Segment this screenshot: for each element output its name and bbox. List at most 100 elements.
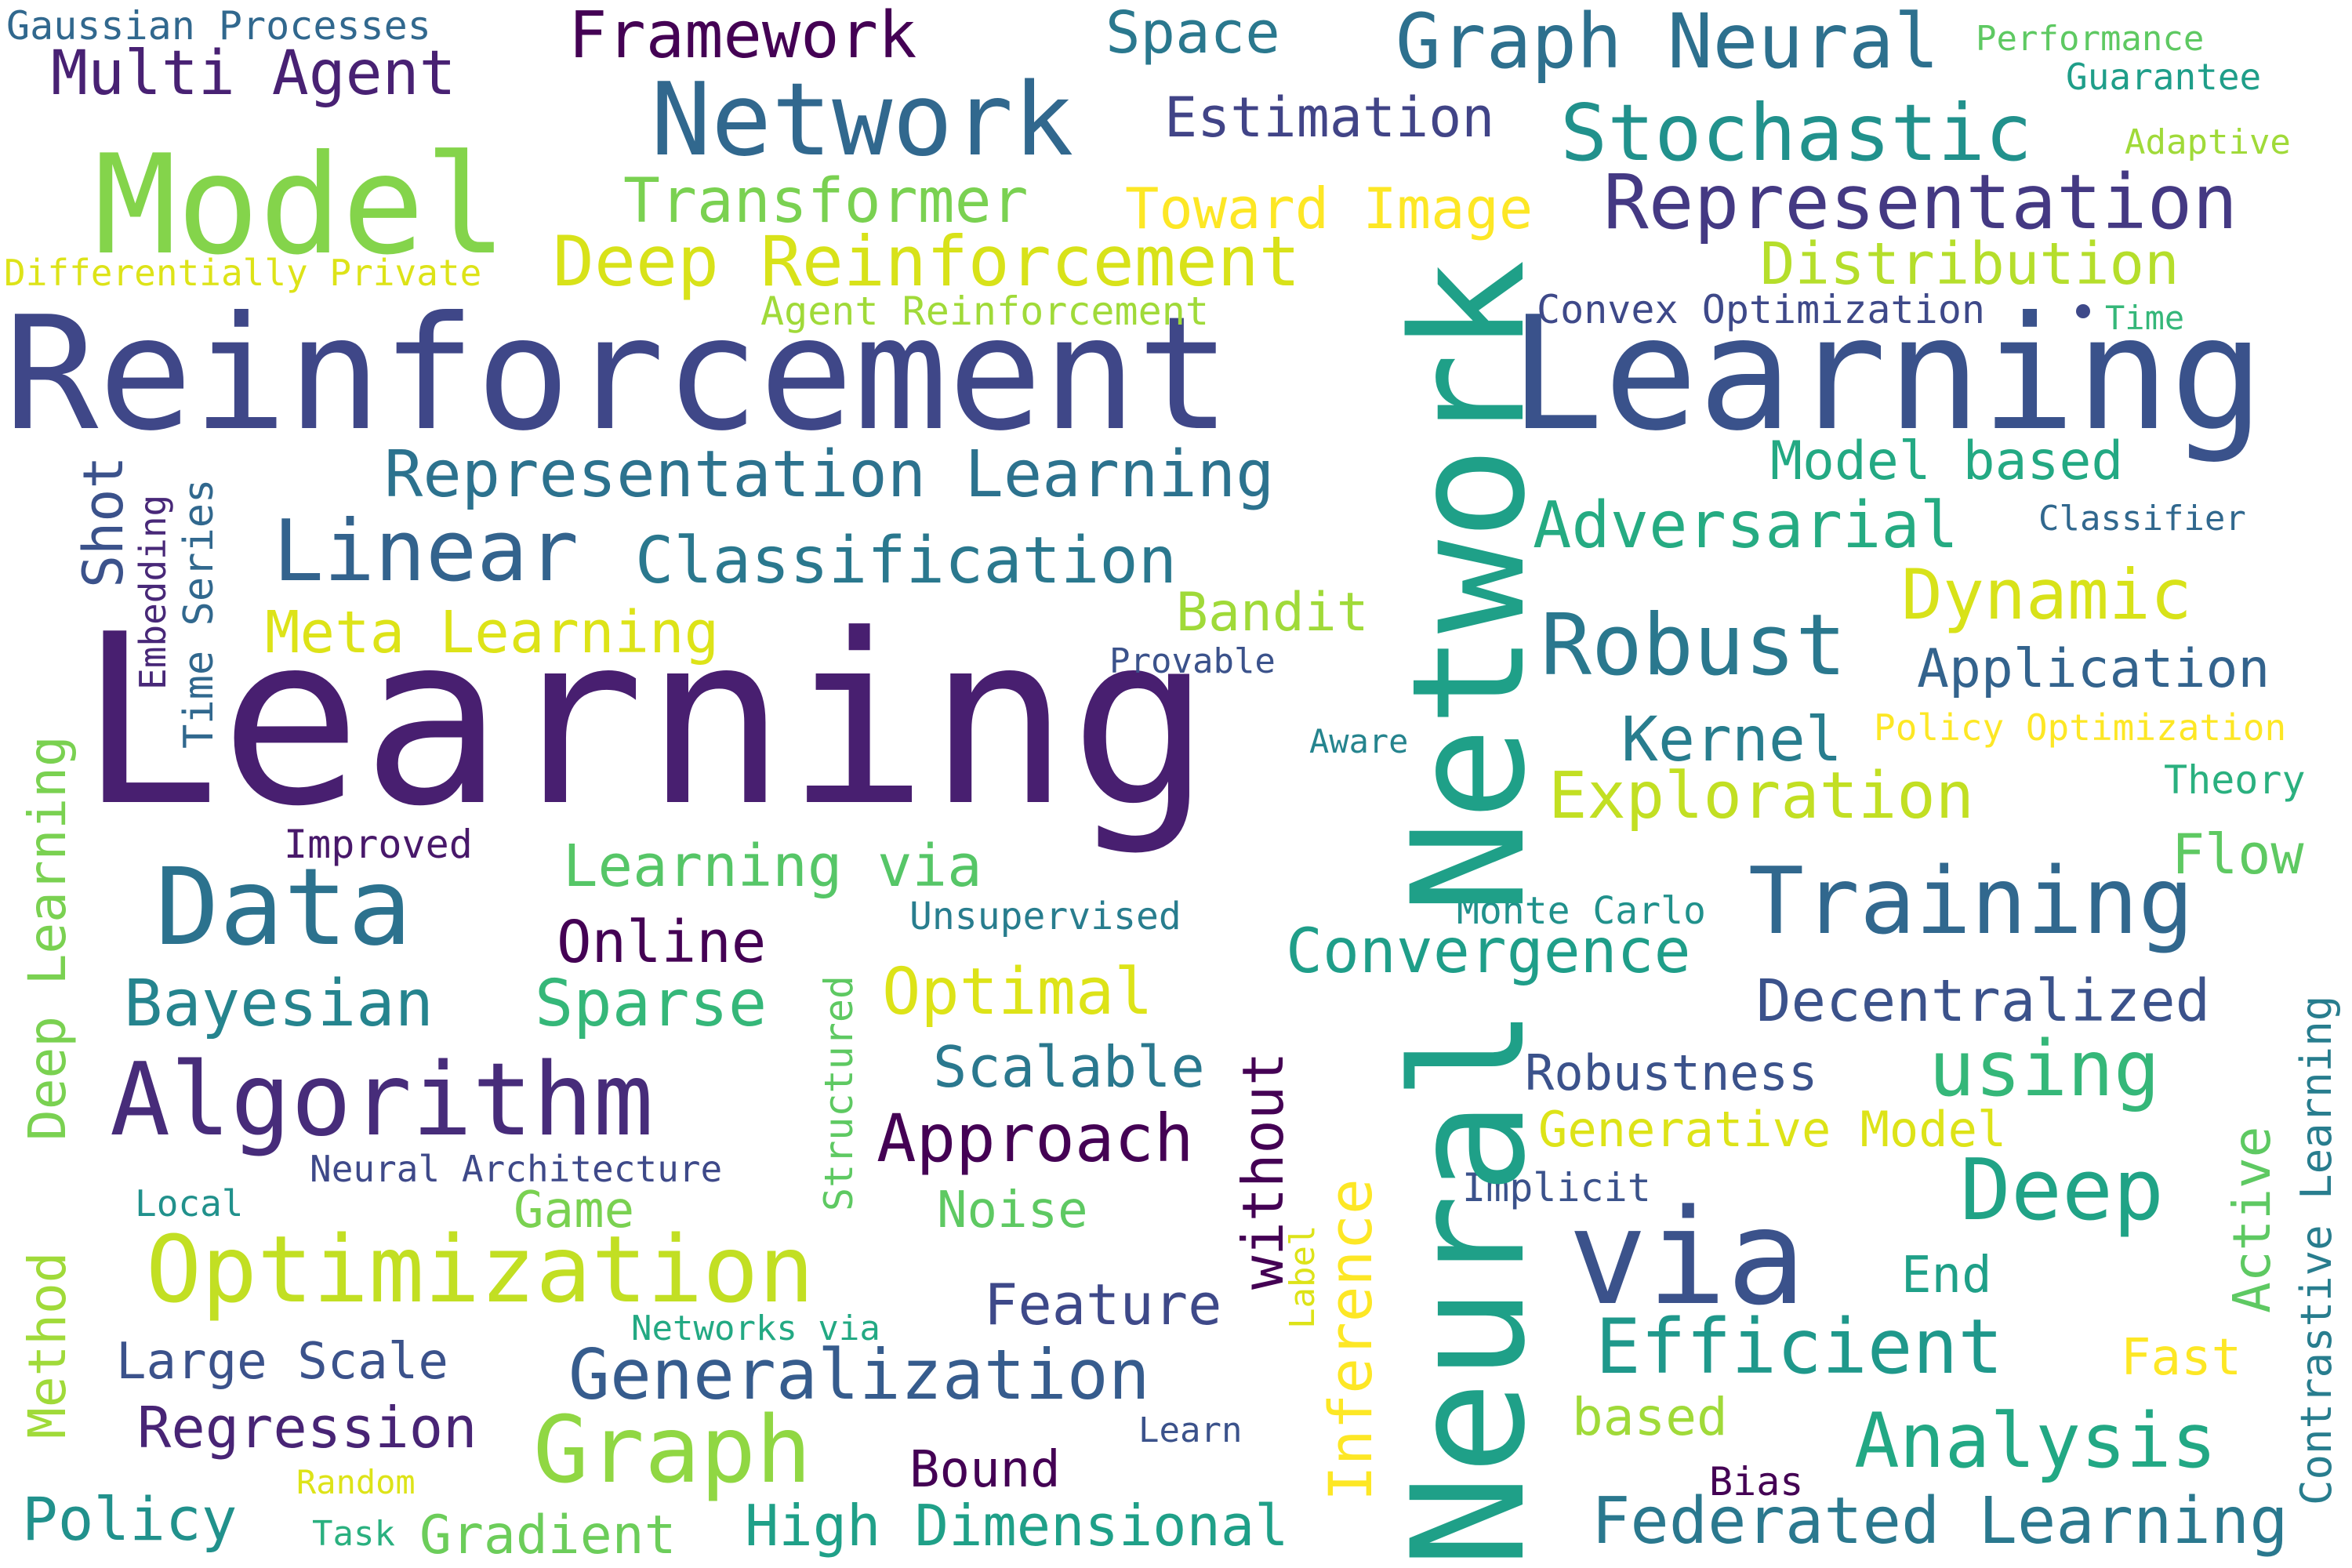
word-monte-carlo: Monte Carlo	[1457, 889, 1706, 933]
word-policy-optimization: Policy Optimization	[1874, 706, 2287, 749]
word-high-dimensional: High Dimensional	[745, 1493, 1289, 1559]
word-scalable: Scalable	[933, 1034, 1205, 1100]
word-transformer: Transformer	[623, 166, 1029, 237]
word-large-scale: Large Scale	[116, 1333, 448, 1391]
word-robustness: Robustness	[1525, 1044, 1818, 1102]
word-data: Data	[155, 846, 412, 970]
word-convergence: Convergence	[1286, 916, 1691, 987]
word-policy: Policy	[22, 1484, 238, 1554]
word-linear: Linear	[273, 503, 579, 601]
word-neural-architecture: Neural Architecture	[310, 1148, 723, 1190]
word-adversarial: Adversarial	[1533, 488, 1959, 563]
word-toward-image: Toward Image	[1125, 176, 1534, 241]
word-method: Method	[17, 1251, 78, 1439]
word-adaptive: Adaptive	[2125, 122, 2291, 162]
word-based: based	[1572, 1387, 1728, 1447]
word-learning-top: Learning	[1509, 283, 2265, 466]
word-deep: Deep	[1960, 1142, 2165, 1240]
word-active: Active	[2222, 1126, 2282, 1313]
word-distribution: Distribution	[1760, 230, 2180, 298]
word-convex-optimization: Convex Optimization	[1537, 287, 1985, 332]
word-optimal: Optimal	[882, 955, 1153, 1029]
word-end: End	[1901, 1247, 1992, 1305]
word-generative-model: Generative Model	[1538, 1101, 2007, 1158]
word-network: Network	[651, 62, 1074, 179]
word-time: Time	[2105, 299, 2185, 337]
word-analysis: Analysis	[1854, 1397, 2217, 1485]
word-classification: Classification	[635, 524, 1178, 598]
word-graph-neural: Graph Neural	[1396, 0, 1940, 85]
word-deep-learning: Deep Learning	[17, 735, 78, 1141]
word-approach: Approach	[877, 1100, 1194, 1177]
word-learning-main: Learning	[78, 584, 1211, 858]
word-bound: Bound	[909, 1441, 1061, 1499]
word-gradient: Gradient	[419, 1504, 677, 1566]
word-exploration: Exploration	[1548, 759, 1975, 833]
word-game: Game	[514, 1181, 635, 1240]
word-federated-learning: Federated Learning	[1592, 1484, 2288, 1559]
word-theory: Theory	[2164, 757, 2306, 803]
word-provable: Provable	[1109, 641, 1276, 681]
word-meta-learning: Meta Learning	[265, 599, 720, 666]
word-application: Application	[1917, 638, 2270, 700]
dot-marker	[2076, 304, 2090, 318]
word-graph: Graph	[533, 1396, 812, 1504]
word-agent-reinforcement: Agent Reinforcement	[760, 289, 1209, 334]
word-estimation: Estimation	[1164, 85, 1495, 150]
word-structured: Structured	[816, 975, 862, 1211]
word-gaussian-processes: Gaussian Processes	[6, 3, 431, 49]
word-framework: Framework	[568, 0, 917, 73]
word-random: Random	[296, 1463, 416, 1501]
word-shot: Shot	[71, 456, 136, 588]
word-representation-learning: Representation Learning	[384, 437, 1275, 512]
word-noise: Noise	[937, 1181, 1088, 1240]
word-using: using	[1929, 1025, 2161, 1114]
word-reinforcement: Reinforcement	[4, 283, 1232, 466]
word-stochastic: Stochastic	[1560, 87, 2033, 179]
word-model-based: Model based	[1770, 430, 2124, 492]
word-performance: Performance	[1976, 19, 2205, 59]
word-training: Training	[1748, 847, 2194, 955]
word-feature: Feature	[984, 1272, 1222, 1338]
word-via: via	[1568, 1181, 1806, 1334]
word-fast: Fast	[2121, 1329, 2242, 1387]
word-unsupervised: Unsupervised	[909, 895, 1181, 938]
word-optimization: Optimization	[146, 1215, 815, 1323]
word-implicit: Implicit	[1462, 1165, 1651, 1210]
word-contrastive-learning: Contrastive Learning	[2292, 995, 2341, 1505]
word-guarantee: Guarantee	[2066, 56, 2262, 98]
word-inference: Inference	[1316, 1178, 1385, 1501]
word-space: Space	[1105, 0, 1280, 67]
word-bayesian: Bayesian	[124, 967, 434, 1041]
word-bandit: Bandit	[1176, 582, 1369, 644]
word-learning-via: Learning via	[563, 833, 982, 900]
word-generalization: Generalization	[568, 1334, 1150, 1415]
word-efficient: Efficient	[1595, 1303, 2004, 1391]
word-sparse: Sparse	[535, 967, 768, 1041]
word-kernel: Kernel	[1621, 705, 1842, 775]
word-differentially-private: Differentially Private	[4, 252, 482, 294]
word-multi-agent: Multi Agent	[51, 38, 456, 109]
word-decentralized: Decentralized	[1756, 967, 2211, 1035]
word-aware: Aware	[1309, 722, 1409, 760]
word-learn: Learn	[1138, 1410, 1243, 1450]
word-task: Task	[312, 1514, 395, 1554]
word-dynamic: Dynamic	[1901, 554, 2192, 635]
word-algorithm: Algorithm	[110, 1042, 654, 1159]
word-model: Model	[94, 126, 507, 285]
word-networks-via: Networks via	[631, 1308, 880, 1348]
word-bias: Bias	[1709, 1459, 1804, 1504]
word-representation: Representation	[1603, 158, 2238, 246]
word-online: Online	[557, 909, 767, 976]
word-robust: Robust	[1541, 597, 1847, 695]
word-regression: Regression	[137, 1395, 477, 1461]
word-deep-reinforcement: Deep Reinforcement	[553, 221, 1301, 302]
word-local: Local	[135, 1182, 244, 1225]
word-neural-network: Neural Network	[1378, 260, 1559, 1568]
word-improved: Improved	[284, 822, 473, 867]
word-classifier: Classifier	[2038, 499, 2246, 539]
word-time-series: Time Series	[176, 478, 223, 749]
word-flow: Flow	[2172, 822, 2304, 887]
word-embedding: Embedding	[132, 494, 174, 690]
